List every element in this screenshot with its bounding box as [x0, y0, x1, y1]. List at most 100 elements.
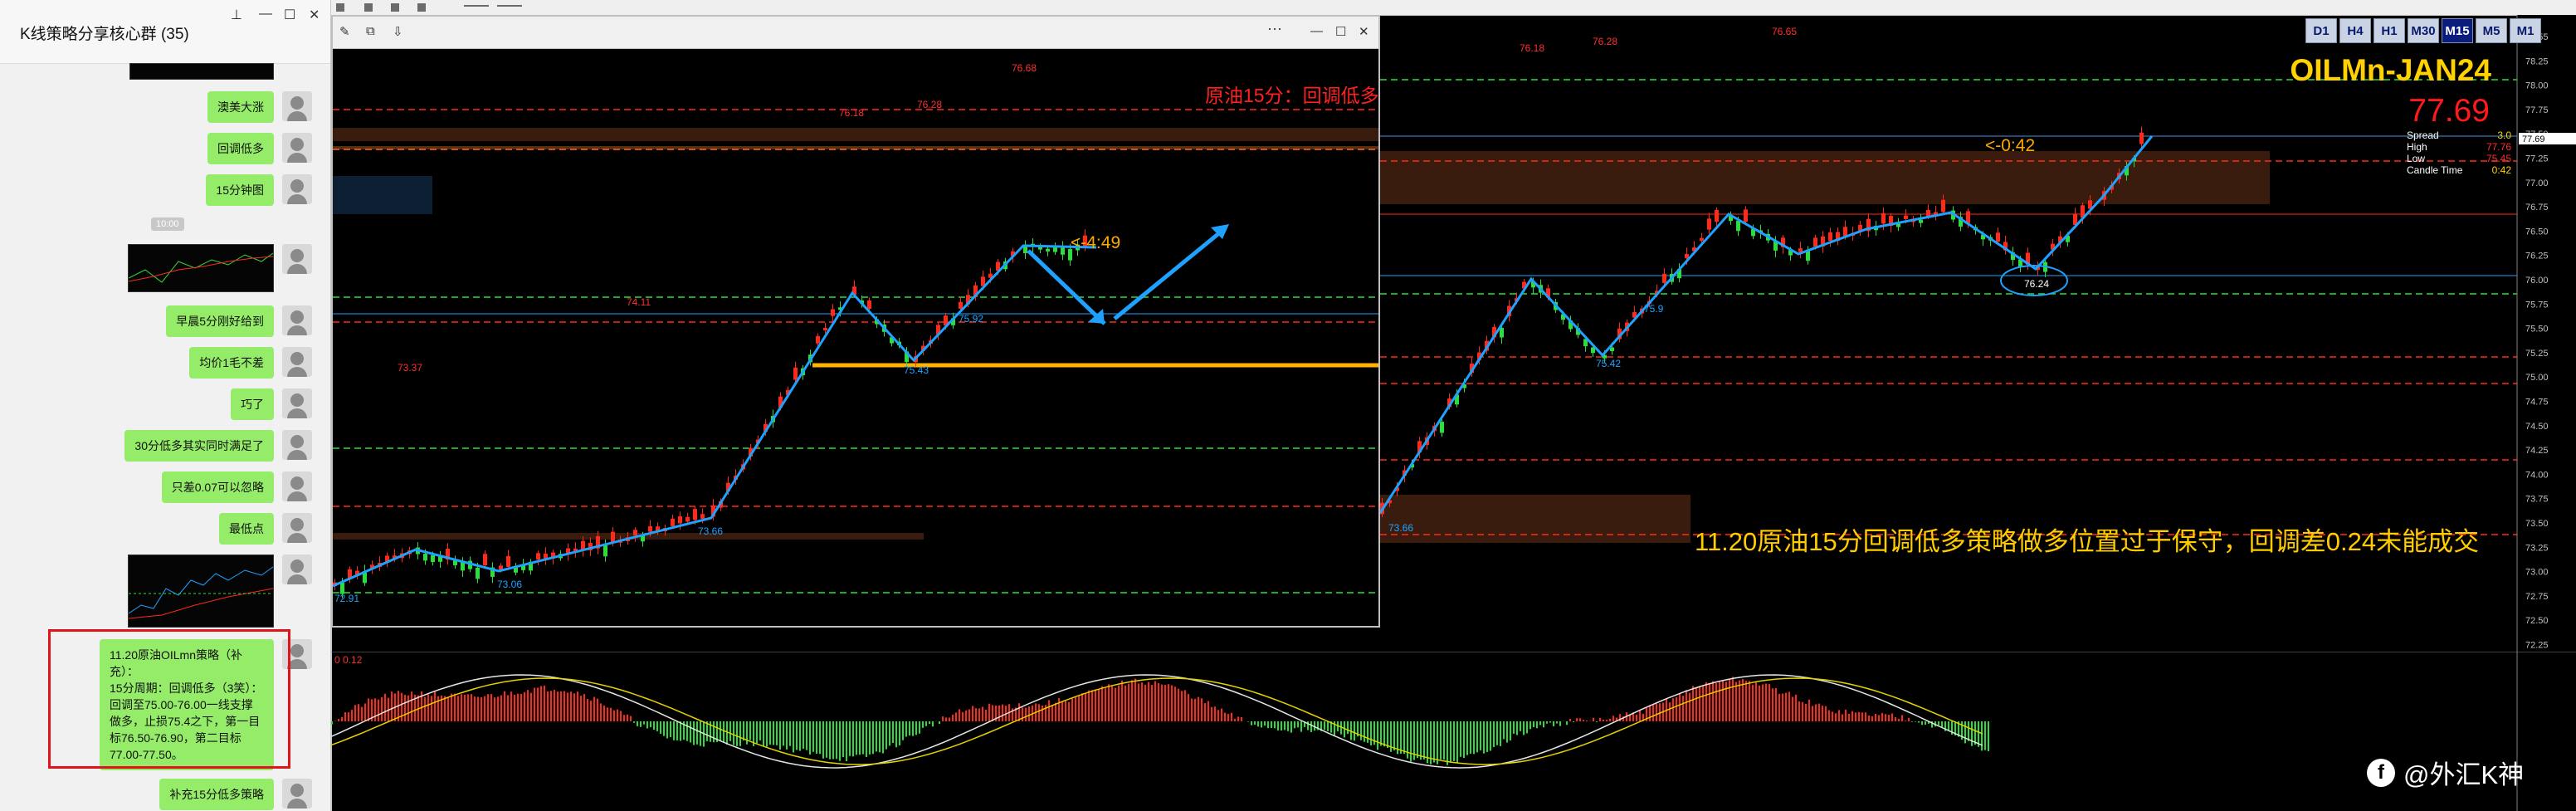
histogram-bar: [673, 721, 675, 740]
export-icon[interactable]: ⇩: [393, 25, 403, 39]
chart-thumbnail[interactable]: [128, 244, 274, 292]
histogram-bar: [1420, 721, 1422, 760]
histogram-bar: [587, 698, 588, 721]
candle: [764, 423, 768, 432]
histogram-bar: [1642, 713, 1644, 721]
histogram-bar: [1576, 718, 1578, 721]
avatar[interactable]: [282, 513, 312, 543]
inner-price-chart[interactable]: 72.91 73.06 73.66 75.43 75.92 73.37 74.11 76.18…: [333, 48, 1378, 626]
more-icon[interactable]: ···: [1267, 20, 1282, 37]
pin-icon[interactable]: ⊥: [231, 8, 242, 22]
histogram-bar: [554, 689, 555, 721]
inner-chart-window[interactable]: ✎ ⧉ ⇩ ··· — ☐ ✕ 72.91 73.06 73.66 75.43 75.9…: [331, 15, 1380, 628]
histogram-bar: [1075, 696, 1076, 721]
edit-icon[interactable]: ✎: [339, 25, 350, 39]
message-bubble: 均价1毛不差: [189, 347, 274, 379]
candle: [1569, 320, 1573, 330]
histogram-bar: [819, 721, 821, 755]
timeframe-m30[interactable]: M30: [2408, 18, 2439, 43]
histogram-bar: [1925, 721, 1926, 726]
chat-message: 早晨5分刚好给到: [166, 305, 312, 337]
resistance-zone: [333, 128, 1378, 141]
copy-icon[interactable]: ⧉: [366, 24, 375, 38]
histogram-bar: [1815, 704, 1817, 721]
timeframe-m5[interactable]: M5: [2476, 18, 2507, 43]
histogram-bar: [1961, 721, 1963, 740]
histogram-bar: [1490, 721, 1491, 751]
histogram-bar: [1603, 719, 1604, 721]
histogram-bar: [1895, 716, 1896, 721]
histogram-bar: [1573, 721, 1574, 722]
histogram-bar: [1340, 721, 1342, 735]
chat-message-image[interactable]: [129, 63, 312, 93]
price-label: 75.43: [904, 364, 929, 376]
timeframe-m15[interactable]: M15: [2442, 18, 2473, 43]
histogram-bar: [1178, 688, 1179, 721]
main-price-chart[interactable]: 78.5578.2578.0077.7577.5077.2577.0076.75…: [1380, 15, 2576, 811]
chat-message-image[interactable]: [128, 244, 312, 292]
avatar[interactable]: [282, 639, 312, 669]
avatar[interactable]: [282, 388, 312, 418]
avatar[interactable]: [282, 555, 312, 584]
close-button[interactable]: ✕: [1359, 25, 1369, 39]
histogram-bar: [1131, 680, 1133, 721]
histogram-bar: [1984, 721, 1986, 750]
histogram-bar: [1364, 721, 1365, 742]
chart-thumbnail[interactable]: [128, 555, 274, 628]
histogram-bar: [1705, 682, 1707, 721]
histogram-bar: [869, 721, 871, 755]
avatar[interactable]: [282, 133, 312, 163]
avatar[interactable]: [282, 779, 312, 809]
minimize-button[interactable]: —: [1310, 24, 1323, 38]
avatar[interactable]: [282, 305, 312, 335]
resistance-zone: [333, 146, 1378, 149]
histogram-bar: [1347, 721, 1349, 735]
strategy-annotation: 11.20原油15分回调低多策略做多位置过于保守，回调差0.24未能成交: [1695, 527, 2480, 556]
avatar[interactable]: [282, 91, 312, 121]
avatar[interactable]: [282, 471, 312, 501]
histogram-bar: [593, 696, 595, 721]
histogram-bar: [1437, 721, 1438, 765]
histogram-bar: [497, 696, 499, 721]
message-bubble: 回调低多: [207, 133, 274, 164]
close-button[interactable]: ✕: [309, 8, 320, 22]
candle: [1603, 354, 1607, 359]
histogram-bar: [1559, 721, 1561, 726]
chart-thumbnail[interactable]: [129, 63, 274, 80]
minimize-button[interactable]: —: [259, 7, 272, 21]
timeframe-h4[interactable]: H4: [2339, 18, 2371, 43]
histogram-bar: [1443, 721, 1445, 760]
histogram-bar: [404, 695, 406, 721]
avatar[interactable]: [282, 174, 312, 204]
maximize-button[interactable]: ☐: [1335, 25, 1347, 39]
histogram-bar: [1715, 683, 1717, 721]
avatar[interactable]: [282, 430, 312, 460]
histogram-bar: [826, 721, 827, 758]
price-label: 75.92: [959, 313, 983, 325]
candle: [596, 535, 600, 549]
histogram-bar: [945, 717, 947, 721]
candle: [1053, 247, 1057, 252]
avatar[interactable]: [282, 347, 312, 377]
histogram-bar: [1267, 721, 1269, 729]
histogram-bar: [889, 721, 890, 746]
signal-line: [331, 677, 1983, 765]
histogram-bar: [1287, 721, 1289, 731]
timeframe-m1[interactable]: M1: [2510, 18, 2541, 43]
timeframe-h1[interactable]: H1: [2374, 18, 2405, 43]
axis-tick: 74.75: [2525, 398, 2549, 408]
timeframe-d1[interactable]: D1: [2305, 18, 2337, 43]
histogram-bar: [710, 721, 711, 742]
histogram-bar: [1111, 686, 1113, 721]
chat-message-image[interactable]: [128, 555, 312, 628]
histogram-bar: [461, 694, 462, 721]
histogram-bar: [1941, 721, 1943, 728]
histogram-bar: [968, 709, 970, 721]
candle: [1561, 314, 1565, 320]
avatar[interactable]: [282, 244, 312, 274]
candle: [1843, 227, 1847, 237]
histogram-bar: [537, 687, 539, 721]
maximize-button[interactable]: ☐: [284, 8, 296, 22]
candle: [633, 530, 637, 536]
histogram-bar: [1974, 721, 1976, 745]
